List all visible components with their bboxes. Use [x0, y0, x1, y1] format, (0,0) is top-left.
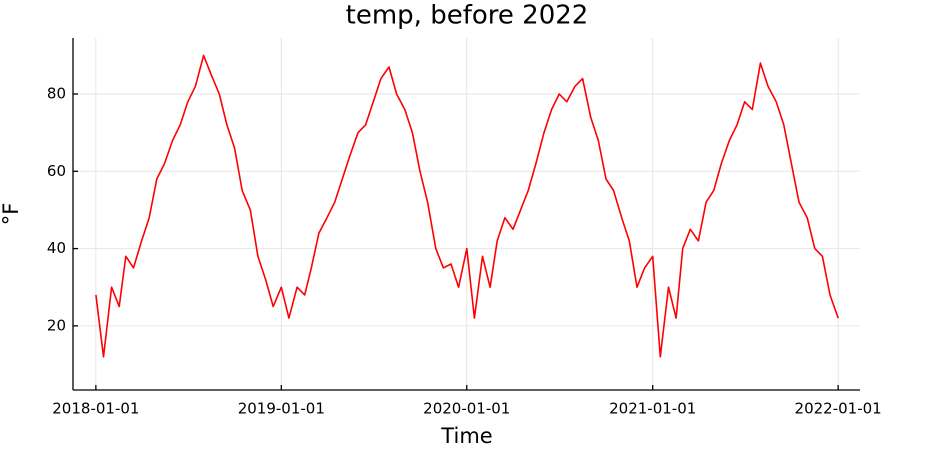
y-tick-label: 60	[47, 162, 66, 180]
y-tick-label: 80	[47, 85, 66, 103]
x-axis-label: Time	[440, 424, 492, 448]
y-tick-label: 40	[47, 239, 66, 257]
y-tick-label: 20	[47, 316, 66, 334]
data-line	[95, 54, 839, 358]
x-tick-label: 2018-01-01	[52, 400, 139, 418]
x-tick-label: 2020-01-01	[423, 400, 510, 418]
x-tick-label: 2021-01-01	[609, 400, 696, 418]
y-axis-label: °F	[0, 203, 23, 226]
x-tick-label: 2022-01-01	[795, 400, 882, 418]
x-tick-label: 2019-01-01	[238, 400, 325, 418]
chart-title: temp, before 2022	[346, 1, 589, 31]
